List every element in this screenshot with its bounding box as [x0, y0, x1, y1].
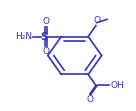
Text: O: O [43, 17, 50, 26]
Text: OH: OH [110, 81, 124, 90]
Text: S: S [40, 32, 47, 42]
Text: O: O [86, 95, 93, 104]
Text: O: O [93, 16, 100, 25]
Text: H₂N: H₂N [15, 32, 33, 41]
Text: O: O [43, 47, 50, 56]
